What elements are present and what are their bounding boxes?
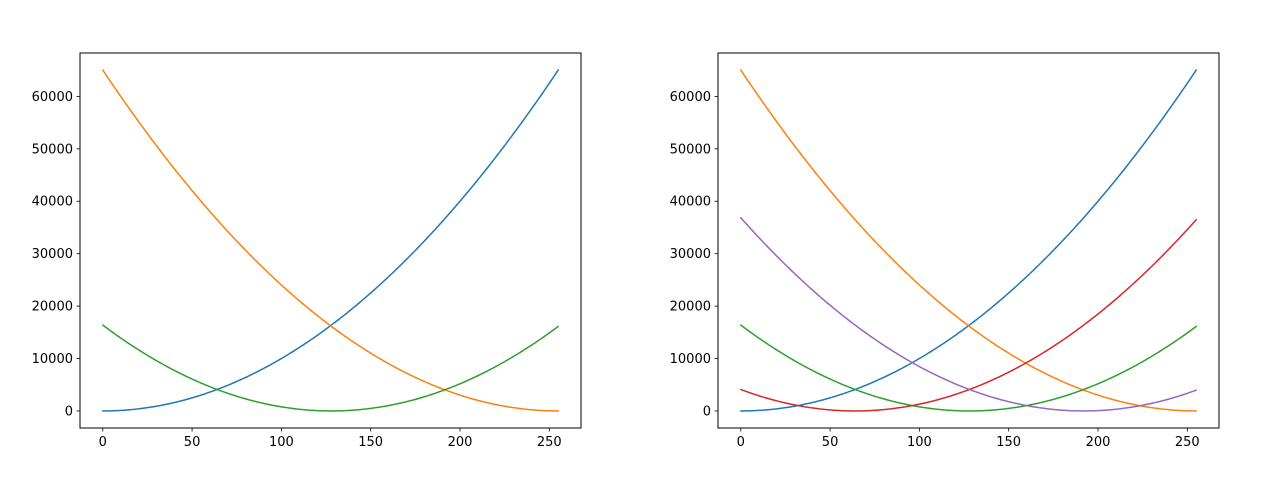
y-tick-label: 40000 [32,195,73,210]
x-tick-label: 0 [99,435,107,450]
subplot-right: 0 50 100 150 200 250 0 10000 20000 30000 40000 5000… [670,52,1220,450]
x-tick-label: 250 [537,435,562,450]
y-tick-label: 60000 [32,90,73,105]
y-tick-label: 20000 [32,300,73,315]
series-line-4-parabola-vertex-192 [740,216,1197,412]
y-tick-label: 20000 [670,300,711,315]
y-tick-label: 10000 [670,352,711,367]
series-line-2-parabola-vertex-128 [102,324,559,412]
x-tick-label: 250 [1175,435,1200,450]
subplot-left: 0 50 100 150 200 250 0 10000 20000 30000 40000 5000… [32,52,582,450]
x-tick-label: 50 [184,435,201,450]
y-tick-label: 0 [703,404,711,419]
series-line-1-parabola-vertex-255 [102,69,559,412]
axes-background [718,53,1219,428]
x-tick-label: 200 [448,435,473,450]
axes-border [717,52,1220,429]
y-tick-label: 60000 [670,90,711,105]
series-line-1-parabola-vertex-255 [740,69,1197,412]
y-tick-label: 50000 [32,142,73,157]
x-tick-label: 200 [1086,435,1111,450]
y-tick-label: 40000 [670,195,711,210]
y-tick-label: 0 [65,404,73,419]
x-tick-label: 150 [358,435,383,450]
y-tick-label: 50000 [670,142,711,157]
y-tick-label: 30000 [670,247,711,262]
x-tick-label: 50 [822,435,839,450]
x-tick-label: 0 [737,435,745,450]
x-tick-label: 150 [996,435,1021,450]
x-tick-label: 100 [907,435,932,450]
series-line-2-parabola-vertex-128 [740,324,1197,412]
axes-border [79,52,582,429]
y-tick-label: 10000 [32,352,73,367]
x-tick-label: 100 [269,435,294,450]
y-tick-label: 30000 [32,247,73,262]
axes-background [80,53,581,428]
